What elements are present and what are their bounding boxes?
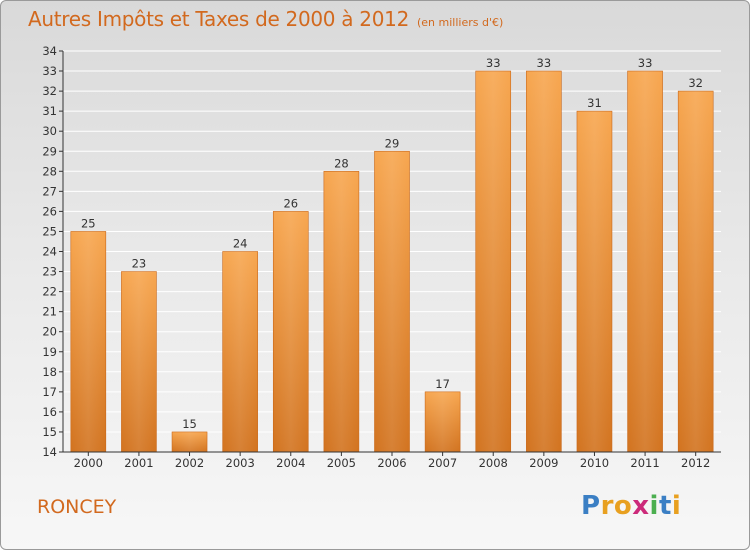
logo-letter: o [613, 491, 633, 521]
logo-letter: P [581, 491, 601, 521]
x-tick-label: 2000 [74, 456, 103, 470]
logo-letter: x [632, 491, 650, 521]
bar-shine [526, 71, 562, 453]
data-label: 15 [182, 417, 197, 431]
bar-shine [576, 111, 612, 453]
logo-letter: i [671, 491, 682, 521]
logo-letter: r [600, 491, 614, 521]
y-tick-label: 32 [42, 84, 57, 98]
y-tick-label: 16 [42, 405, 57, 419]
bar-shine [678, 91, 714, 452]
y-tick-label: 19 [42, 345, 57, 359]
y-tick-label: 31 [42, 104, 57, 118]
bar-shine [273, 211, 309, 452]
x-tick-label: 2008 [479, 456, 508, 470]
y-tick-label: 25 [42, 224, 57, 238]
x-tick-label: 2003 [226, 456, 255, 470]
y-tick-label: 29 [42, 144, 57, 158]
y-tick-label: 24 [42, 245, 57, 259]
bar-shine [323, 171, 359, 453]
logo-letter: i [649, 491, 659, 521]
y-tick-label: 21 [42, 305, 57, 319]
chart-title-text: Autres Impôts et Taxes de 2000 à 2012 [28, 7, 409, 31]
x-tick-label: 2011 [630, 456, 659, 470]
bar-shine [627, 71, 663, 453]
data-label: 25 [81, 216, 96, 230]
bars [70, 70, 714, 453]
y-tick-label: 28 [42, 164, 57, 178]
x-tick-label: 2005 [327, 456, 356, 470]
x-tick-label: 2012 [681, 456, 710, 470]
bar-shine [172, 431, 208, 452]
bar-shine [121, 271, 157, 452]
data-label: 33 [486, 56, 501, 70]
y-tick-label: 14 [42, 445, 57, 459]
axes [59, 50, 721, 456]
y-tick-label: 26 [42, 204, 57, 218]
data-label: 24 [233, 237, 248, 251]
y-tick-label: 23 [42, 265, 57, 279]
y-tick-label: 20 [42, 325, 57, 339]
logo-letter: t [658, 491, 672, 521]
y-tick-label: 22 [42, 285, 57, 299]
y-tick-label: 17 [42, 385, 57, 399]
x-tick-label: 2009 [529, 456, 558, 470]
bar-shine [374, 151, 410, 452]
x-tick-label: 2010 [580, 456, 609, 470]
bar-shine [425, 391, 461, 452]
y-tick-label: 33 [42, 64, 57, 78]
x-tick-label: 2002 [175, 456, 204, 470]
y-tick-label: 15 [42, 425, 57, 439]
y-tick-label: 27 [42, 184, 57, 198]
data-label: 33 [537, 56, 552, 70]
data-label: 33 [638, 56, 653, 70]
data-label: 26 [283, 196, 298, 210]
x-tick-label: 2004 [276, 456, 305, 470]
bar-shine [475, 71, 511, 453]
data-label: 31 [587, 96, 602, 110]
bar-shine [222, 251, 258, 452]
chart-unit-label: (en milliers d'€) [417, 16, 504, 29]
commune-name: RONCEY [37, 496, 117, 518]
y-tick-label: 30 [42, 124, 57, 138]
chart-title: Autres Impôts et Taxes de 2000 à 2012 (en… [28, 7, 503, 31]
proxiti-logo: Proxiti [581, 491, 681, 521]
y-tick-label: 34 [42, 44, 57, 58]
data-label: 28 [334, 156, 349, 170]
x-tick-label: 2001 [124, 456, 153, 470]
data-label: 23 [132, 257, 147, 271]
data-label: 32 [688, 76, 703, 90]
x-tick-label: 2006 [377, 456, 406, 470]
bar-shine [70, 231, 106, 452]
x-tick-label: 2007 [428, 456, 457, 470]
data-label: 17 [435, 377, 450, 391]
y-tick-label: 18 [42, 365, 57, 379]
labels: 14 15 16 17 18 19 20 21 22 23 24 25 26 27 28 29 30 31 32 33… [42, 44, 710, 470]
data-label: 29 [385, 136, 400, 150]
